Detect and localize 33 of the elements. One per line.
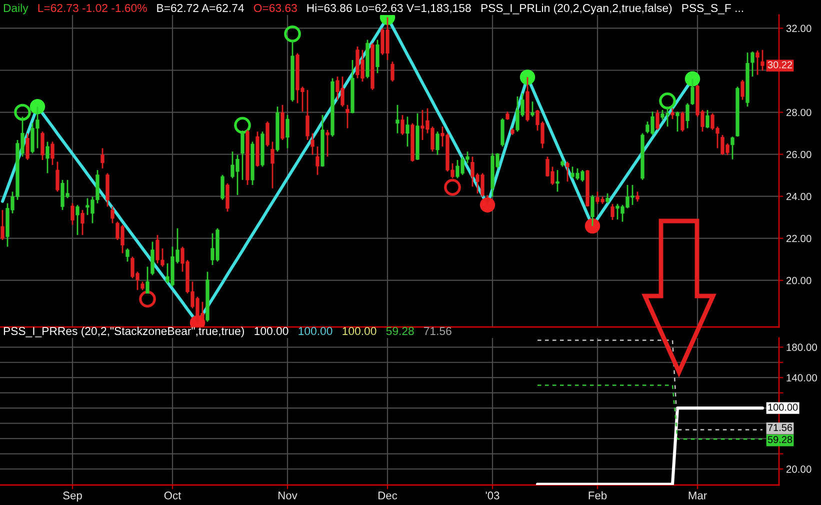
x-tick-label: Mar [688,492,707,500]
data-label: 100.00 [768,404,798,411]
x-tick-label: '03 [486,492,500,500]
annotation: 100.00 [298,326,332,336]
text: Hi=63.86 Lo=62.63 V=1,183,158 [307,4,471,14]
y-tick-label: 32.00 [786,24,812,32]
text: B=62.72 A=62.74 [157,4,244,12]
x-tick-label: Dec [378,492,398,500]
x-tick-label: Sep [63,492,82,502]
chart-title: Daily [4,4,28,14]
y-tick-label: 26.00 [786,150,812,158]
x-tick-label: Nov [278,492,298,500]
text: 30.22 [768,61,792,68]
y-tick-label: 20.00 [786,276,812,284]
data-label: 59.28 [768,436,792,444]
y-tick-label: 180.00 [786,344,817,351]
text: O=63.63 [254,4,297,12]
y-tick-label: 24.00 [786,192,812,200]
text: PSS_S_F ... [682,4,743,14]
y-tick-label: 22.00 [786,234,812,242]
annotation: 71.56 [424,326,452,336]
y-tick-label: 28.00 [786,108,812,116]
chart-title: PSS_I_PRRes (20,2,"StackzoneBear",true,true) [4,326,244,338]
text: L=62.73 -1.02 -1.60% [38,4,147,12]
y-tick-label: 20.00 [786,466,812,473]
x-tick-label: Feb [588,491,607,500]
annotation: 59.28 [386,326,414,336]
text: PSS_I_PRLin (20,2,Cyan,2,true,false) [481,4,672,14]
x-tick-label: Oct [164,492,182,500]
data-label: 71.56 [768,424,792,432]
y-tick-label: 140.00 [786,374,817,382]
annotation: 100.00 [254,326,288,336]
annotation: 100.00 [342,326,376,336]
